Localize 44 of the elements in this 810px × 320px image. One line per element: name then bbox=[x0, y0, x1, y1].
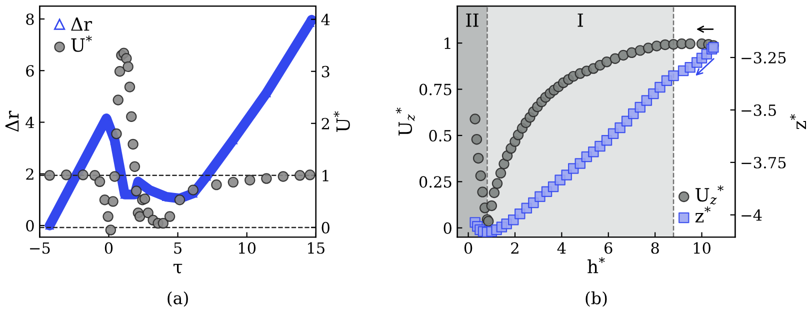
x-tick-label: 10 bbox=[694, 242, 710, 254]
y-tick-label: 6 bbox=[26, 65, 34, 77]
y2-axis-title: z$^{*}$ bbox=[790, 114, 806, 130]
legend-label: U$_{z}$$^{*}$ bbox=[696, 185, 724, 204]
text: (b) bbox=[586, 291, 607, 307]
y-axis-title: Δr bbox=[5, 110, 19, 132]
x-axis-title: h$^{*}$ bbox=[588, 257, 605, 274]
y2-tick-label: 4 bbox=[321, 14, 330, 26]
y-axis-title: U$_{z}$$^{*}$ bbox=[396, 108, 415, 136]
legend-label: Δr bbox=[71, 17, 92, 31]
y2-axis-title: U$^{*}$ bbox=[334, 111, 350, 132]
x-tick-label: 5 bbox=[174, 242, 182, 254]
y-tick-label: 0.75 bbox=[419, 84, 452, 96]
y2-tick-label: −3.25 bbox=[742, 52, 786, 64]
y-tick-label: 0 bbox=[26, 220, 34, 232]
y2-tick-label: −3.75 bbox=[742, 156, 786, 168]
y-tick-label: 4 bbox=[26, 116, 34, 128]
band-label: II bbox=[466, 14, 478, 27]
y-tick-label: 8 bbox=[26, 13, 34, 26]
x-tick-label: 15 bbox=[308, 242, 324, 254]
x-tick-label: 8 bbox=[651, 242, 659, 254]
y-tick-label: 0.5 bbox=[429, 130, 452, 142]
x-tick-label: 10 bbox=[238, 242, 256, 254]
x-tick-label: −5 bbox=[30, 242, 50, 254]
x-tick-label: 0 bbox=[464, 242, 472, 254]
x-tick-label: 0 bbox=[104, 242, 113, 254]
y2-tick-label: −4 bbox=[742, 209, 762, 221]
y-tick-label: 0.25 bbox=[419, 176, 452, 188]
x-tick-label: 4 bbox=[557, 242, 566, 254]
y2-tick-label: 1 bbox=[322, 170, 328, 182]
y2-tick-label: 0 bbox=[322, 222, 330, 234]
y-tick-label: 0 bbox=[444, 222, 452, 234]
x-axis-title: τ bbox=[174, 264, 182, 274]
x-tick-label: 6 bbox=[604, 242, 612, 254]
text: (a) bbox=[168, 291, 188, 307]
y-tick-label: 2 bbox=[26, 168, 34, 180]
legend-label: U$^{*}$ bbox=[71, 36, 92, 52]
y2-tick-label: 2 bbox=[322, 118, 329, 130]
y-tick-label: 1 bbox=[444, 38, 450, 49]
band-label: I bbox=[578, 14, 583, 27]
y2-tick-label: 3 bbox=[322, 66, 330, 78]
y2-tick-label: −3.5 bbox=[742, 104, 776, 116]
legend-label: z$^{*}$ bbox=[695, 206, 711, 222]
x-tick-label: 2 bbox=[511, 242, 518, 254]
